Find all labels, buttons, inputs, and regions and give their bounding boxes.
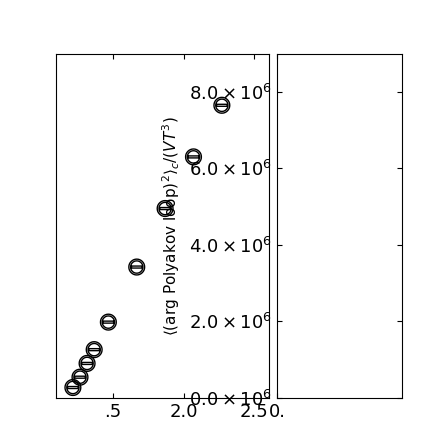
- Point: [218, 102, 225, 109]
- Point: [133, 263, 140, 270]
- Point: [190, 153, 197, 160]
- Point: [84, 360, 91, 367]
- Point: [69, 384, 76, 391]
- Point: [91, 346, 98, 353]
- Point: [76, 374, 84, 381]
- Point: [161, 205, 169, 212]
- Point: [105, 319, 112, 326]
- Y-axis label: $\langle(\mathrm{arg\ Polyakov\ loop})^2\rangle_c/(VT^3)$: $\langle(\mathrm{arg\ Polyakov\ loop})^2…: [160, 116, 182, 336]
